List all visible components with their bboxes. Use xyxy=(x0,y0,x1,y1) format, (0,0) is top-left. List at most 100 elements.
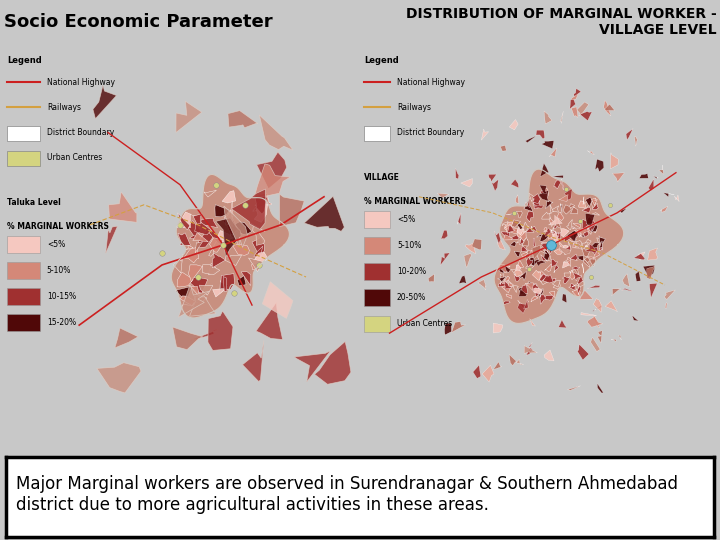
Text: National Highway: National Highway xyxy=(397,78,465,87)
Polygon shape xyxy=(497,239,505,250)
Polygon shape xyxy=(557,212,564,220)
Polygon shape xyxy=(533,201,541,207)
Polygon shape xyxy=(457,213,461,225)
Polygon shape xyxy=(581,233,585,238)
Polygon shape xyxy=(444,323,451,335)
Text: District Boundary: District Boundary xyxy=(47,127,114,137)
Polygon shape xyxy=(544,251,550,261)
Polygon shape xyxy=(588,316,603,327)
Polygon shape xyxy=(567,232,574,242)
Polygon shape xyxy=(478,280,486,290)
Polygon shape xyxy=(501,265,510,273)
Polygon shape xyxy=(599,241,603,250)
Polygon shape xyxy=(573,241,579,248)
Polygon shape xyxy=(536,261,546,266)
Polygon shape xyxy=(649,284,657,298)
Polygon shape xyxy=(279,194,305,227)
Polygon shape xyxy=(597,383,603,393)
Polygon shape xyxy=(224,206,248,247)
Polygon shape xyxy=(500,274,504,285)
Polygon shape xyxy=(583,197,584,205)
Polygon shape xyxy=(511,284,518,293)
Polygon shape xyxy=(506,294,512,299)
Text: 10-20%: 10-20% xyxy=(397,267,426,276)
Polygon shape xyxy=(578,201,586,208)
Polygon shape xyxy=(659,165,664,174)
Polygon shape xyxy=(521,285,528,294)
Polygon shape xyxy=(255,193,271,206)
Polygon shape xyxy=(578,281,585,287)
Bar xyxy=(7,314,40,331)
Polygon shape xyxy=(579,230,586,237)
Polygon shape xyxy=(582,226,589,237)
Polygon shape xyxy=(498,276,506,282)
Polygon shape xyxy=(575,228,590,236)
Polygon shape xyxy=(492,179,498,191)
Polygon shape xyxy=(530,319,536,326)
Polygon shape xyxy=(589,259,595,266)
Polygon shape xyxy=(534,201,540,209)
Polygon shape xyxy=(534,288,543,294)
Polygon shape xyxy=(516,238,522,243)
Polygon shape xyxy=(539,190,549,201)
Text: DISTRIBUTION OF MARGINAL WORKER -
VILLAGE LEVEL: DISTRIBUTION OF MARGINAL WORKER - VILLAG… xyxy=(405,7,716,37)
Polygon shape xyxy=(520,237,523,245)
Polygon shape xyxy=(220,280,229,293)
Polygon shape xyxy=(649,179,654,191)
Polygon shape xyxy=(230,201,233,217)
Polygon shape xyxy=(544,247,551,249)
Polygon shape xyxy=(542,187,549,198)
Polygon shape xyxy=(603,101,611,116)
Polygon shape xyxy=(232,233,236,246)
Polygon shape xyxy=(590,338,600,352)
Polygon shape xyxy=(231,189,266,230)
Polygon shape xyxy=(544,264,552,272)
Polygon shape xyxy=(253,200,267,211)
Polygon shape xyxy=(592,198,598,205)
Polygon shape xyxy=(550,206,559,212)
Polygon shape xyxy=(572,282,580,287)
Polygon shape xyxy=(256,152,287,189)
Polygon shape xyxy=(582,249,590,257)
Polygon shape xyxy=(220,274,235,289)
Polygon shape xyxy=(534,205,544,208)
Polygon shape xyxy=(175,287,192,300)
Polygon shape xyxy=(591,224,596,233)
Polygon shape xyxy=(549,215,562,225)
Text: National Highway: National Highway xyxy=(47,78,114,87)
Polygon shape xyxy=(521,246,528,252)
Polygon shape xyxy=(441,230,448,240)
Polygon shape xyxy=(548,231,555,239)
Polygon shape xyxy=(553,232,561,240)
Polygon shape xyxy=(550,205,554,214)
Polygon shape xyxy=(653,176,658,179)
Polygon shape xyxy=(552,232,559,241)
Polygon shape xyxy=(510,179,519,188)
Polygon shape xyxy=(559,320,567,328)
Polygon shape xyxy=(541,243,547,252)
Polygon shape xyxy=(253,164,290,199)
Polygon shape xyxy=(209,231,222,245)
Polygon shape xyxy=(635,270,641,281)
Polygon shape xyxy=(499,265,507,273)
Polygon shape xyxy=(592,213,600,215)
Polygon shape xyxy=(634,254,645,260)
Polygon shape xyxy=(575,256,583,261)
Polygon shape xyxy=(199,285,213,295)
Polygon shape xyxy=(574,89,581,97)
Polygon shape xyxy=(516,360,524,365)
Polygon shape xyxy=(521,283,528,291)
Polygon shape xyxy=(250,222,265,233)
Polygon shape xyxy=(494,169,624,323)
Polygon shape xyxy=(562,262,570,268)
Polygon shape xyxy=(518,287,525,295)
Polygon shape xyxy=(526,282,534,291)
Polygon shape xyxy=(527,284,536,288)
Polygon shape xyxy=(539,274,549,282)
Polygon shape xyxy=(189,232,204,240)
Polygon shape xyxy=(241,272,251,286)
Polygon shape xyxy=(550,217,552,225)
Polygon shape xyxy=(215,205,229,217)
Polygon shape xyxy=(189,285,199,296)
Polygon shape xyxy=(189,296,216,316)
